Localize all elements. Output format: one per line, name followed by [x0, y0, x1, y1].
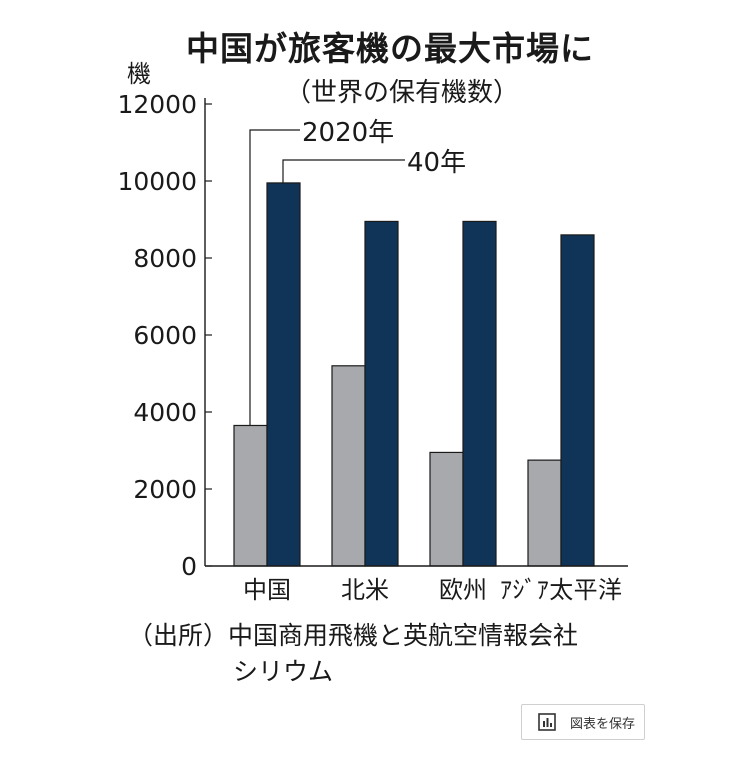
bar-chart-icon [538, 713, 556, 731]
source-note: （出所）中国商用飛機と英航空情報会社 シリウム [128, 618, 578, 690]
chart-title: 中国が旅客機の最大市場に [186, 29, 594, 68]
y-tick-label: 10000 [117, 167, 197, 196]
bar-2020-3 [527, 459, 562, 567]
source-line-2: シリウム [233, 657, 334, 686]
leader-line-2040 [282, 159, 405, 183]
y-tick-label: 2000 [133, 475, 197, 504]
chart-subtitle: （世界の保有機数） [285, 78, 520, 108]
bar-2040-0 [266, 182, 301, 567]
bar-2020-2 [429, 451, 464, 567]
bar-2040-1 [364, 220, 399, 567]
y-axis-unit-label: 機 [127, 60, 151, 88]
bar-2040-3 [560, 234, 595, 567]
y-tick-label: 6000 [133, 321, 197, 350]
legend-label-2020: 2020年 [302, 118, 394, 148]
category-label: 中国 [243, 576, 291, 604]
y-tick-label: 0 [181, 552, 197, 581]
category-label: 欧州 [439, 576, 487, 604]
category-label: ｱｼﾞｱ太平洋 [500, 576, 622, 604]
save-chart-button[interactable]: 図表を保存 [521, 704, 645, 740]
bar-2040-2 [462, 220, 497, 567]
leader-line-2020 [249, 129, 300, 426]
bar-2020-1 [331, 365, 366, 567]
category-label: 北米 [341, 576, 389, 604]
legend-label-2040: 40年 [407, 148, 466, 178]
y-tick-label: 4000 [133, 398, 197, 427]
source-line-1: （出所）中国商用飛機と英航空情報会社 [128, 621, 579, 650]
bar-2020-0 [233, 424, 268, 567]
save-chart-label: 図表を保存 [570, 716, 636, 732]
y-tick-label: 8000 [133, 244, 197, 273]
y-tick-label: 12000 [117, 90, 197, 119]
